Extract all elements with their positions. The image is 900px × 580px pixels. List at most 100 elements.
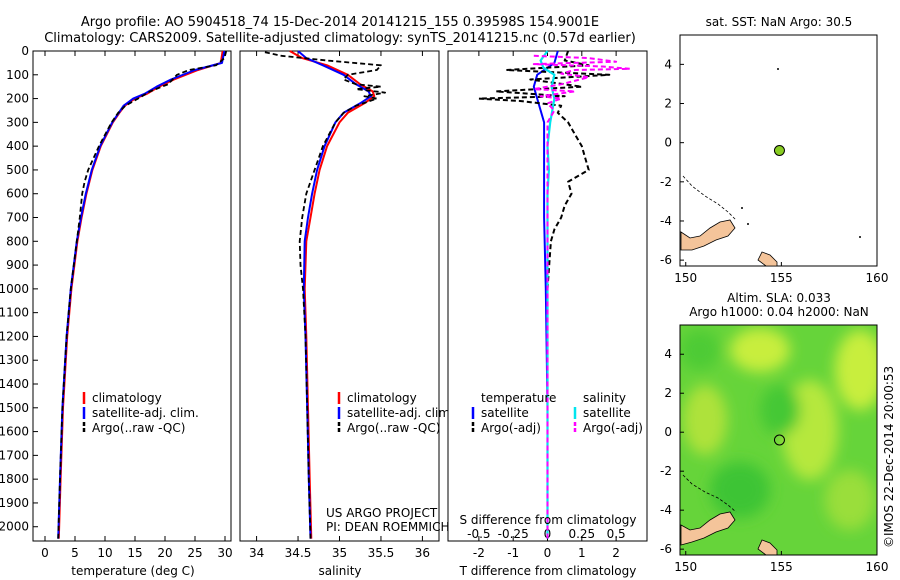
- x-tick-label: 2: [612, 546, 620, 560]
- y-tick-label: 2000: [0, 520, 29, 534]
- sla-map-title: Altim. SLA: 0.033: [727, 291, 831, 305]
- float-position-marker: [773, 145, 785, 156]
- sla-map-frame: [679, 324, 878, 556]
- difference-profiles: [477, 50, 631, 539]
- sla-map-subtitle: Argo h1000: 0.04 h2000: NaN: [689, 305, 869, 319]
- y-tick-label: 1900: [0, 496, 29, 510]
- land-new-britain: [682, 474, 737, 513]
- s-difference-axis-label: S difference from climatology: [460, 513, 637, 527]
- y-tick-label: 400: [6, 139, 29, 153]
- x-tick-label: 25: [187, 546, 202, 560]
- x-tick-label: 5: [71, 546, 79, 560]
- salinity-panel: 34 34.5 35 35.5 36 climatology satellite-adj…: [239, 50, 454, 578]
- y-tick-label: 1200: [0, 329, 29, 343]
- x-tick-label: 155: [770, 271, 793, 285]
- legend-s-satellite-label: satellite: [583, 406, 631, 420]
- y-tick-label: 200: [6, 92, 29, 106]
- temperature-x-axis: 0 5 10 15 20 25 30: [41, 51, 233, 560]
- y-tick-label: 1500: [0, 401, 29, 415]
- y-tick-label: -4: [660, 214, 672, 228]
- x2-tick-label: 0.5: [607, 527, 626, 541]
- y-tick-label: -2: [660, 464, 672, 478]
- y-tick-label: 600: [6, 187, 29, 201]
- sla-map-panel: Altim. SLA: 0.033 Argo h1000: 0.04 h2000…: [660, 291, 888, 574]
- y-tick-label: 700: [6, 211, 29, 225]
- y-tick-label: 300: [6, 115, 29, 129]
- x-tick-label: 34: [249, 546, 264, 560]
- x-tick-label: 160: [866, 271, 889, 285]
- x-tick-label: 15: [127, 546, 142, 560]
- s-difference-x-axis: -0.5 -0.25 0 0.25 0.5: [467, 527, 625, 541]
- difference-panel: -2 -1 0 1 2 -0.5 -0.25 0 0.25 0.5 temperature sa…: [447, 50, 648, 578]
- temperature-panel: 0100200300400500600700800900100011001200…: [0, 44, 233, 578]
- x-tick-label: 150: [674, 271, 697, 285]
- land-island: [757, 539, 778, 555]
- depth-axis: 0 100 200 300 400 500 600 700 800 900 1000 1100 1200…: [0, 44, 38, 534]
- land-speck: [741, 207, 743, 209]
- y-tick-label: 0: [21, 44, 29, 58]
- x-tick-label: 155: [770, 560, 793, 574]
- temperature-profiles: [57, 50, 228, 539]
- y-tick-label: 1100: [0, 306, 29, 320]
- y-tick-label: 1800: [0, 472, 29, 486]
- series-line: [477, 50, 611, 539]
- land-new-guinea: [680, 511, 736, 546]
- x-tick-label: 150: [674, 560, 697, 574]
- temperature-legend: climatology satellite-adj. clim. Argo(..…: [82, 391, 199, 435]
- land-speck: [859, 236, 861, 238]
- sla-map-axes: 150 155 160 -6 -4 -2 0 2 4: [660, 347, 888, 574]
- x-tick-label: 35: [332, 546, 347, 560]
- legend-climatology-label: climatology: [92, 391, 162, 405]
- temperature-x-axis-label: temperature (deg C): [71, 564, 194, 578]
- legend-temperature-title: temperature: [481, 391, 556, 405]
- y-tick-label: 100: [6, 68, 29, 82]
- series-line: [532, 54, 631, 539]
- legend-climatology-label: climatology: [347, 391, 417, 405]
- x-tick-label: 20: [157, 546, 172, 560]
- land-speck: [777, 68, 779, 70]
- y-tick-label: 1600: [0, 425, 29, 439]
- x-tick-label: 0: [41, 546, 49, 560]
- y-tick-label: -6: [660, 253, 672, 267]
- project-credit: US ARGO PROJECT: [326, 506, 438, 520]
- land-speck: [747, 223, 749, 225]
- x2-tick-label: -0.5: [467, 527, 490, 541]
- y-tick-label: 1300: [0, 353, 29, 367]
- land-new-britain: [682, 175, 737, 221]
- coastline: [680, 68, 861, 267]
- x2-tick-label: 0.25: [568, 527, 595, 541]
- float-position-marker: [773, 434, 785, 446]
- x-tick-label: -2: [473, 546, 485, 560]
- x-tick-label: 10: [97, 546, 112, 560]
- x2-tick-label: -0.25: [498, 527, 529, 541]
- sst-map-axes: 150 155 160 -6 -4 -2 0 2 4: [660, 57, 888, 285]
- difference-legend: temperature salinity satellite Argo(-adj…: [471, 391, 643, 435]
- y-tick-label: 900: [6, 258, 29, 272]
- y-tick-label: 1400: [0, 377, 29, 391]
- salinity-profiles: [264, 50, 387, 539]
- salinity-axes-frame: [239, 50, 440, 542]
- x-tick-label: 36: [415, 546, 430, 560]
- salinity-legend: climatology satellite-adj. clim. Argo(..…: [337, 391, 454, 435]
- x-tick-label: 35.5: [368, 546, 395, 560]
- y-tick-label: 0: [664, 425, 672, 439]
- y-tick-label: -6: [660, 542, 672, 556]
- y-tick-label: 4: [664, 347, 672, 361]
- imos-timestamp: ©IMOS 22-Dec-2014 20:00:53: [882, 366, 896, 548]
- sst-map-title: sat. SST: NaN Argo: 30.5: [706, 15, 853, 29]
- x-tick-label: -1: [507, 546, 519, 560]
- legend-t-argo-label: Argo(-adj): [481, 421, 541, 435]
- legend-satellite-label: satellite-adj. clim.: [347, 406, 454, 420]
- land-new-guinea: [680, 219, 736, 251]
- y-tick-label: -2: [660, 175, 672, 189]
- y-tick-label: 2: [664, 386, 672, 400]
- legend-satellite-label: satellite-adj. clim.: [92, 406, 199, 420]
- legend-salinity-title: salinity: [583, 391, 626, 405]
- sla-field: [680, 325, 877, 555]
- legend-s-argo-label: Argo(-adj): [583, 421, 643, 435]
- y-tick-label: 1700: [0, 448, 29, 462]
- y-tick-label: 500: [6, 163, 29, 177]
- x-tick-label: 30: [217, 546, 232, 560]
- pi-credit: PI: DEAN ROEMMICH: [326, 520, 449, 534]
